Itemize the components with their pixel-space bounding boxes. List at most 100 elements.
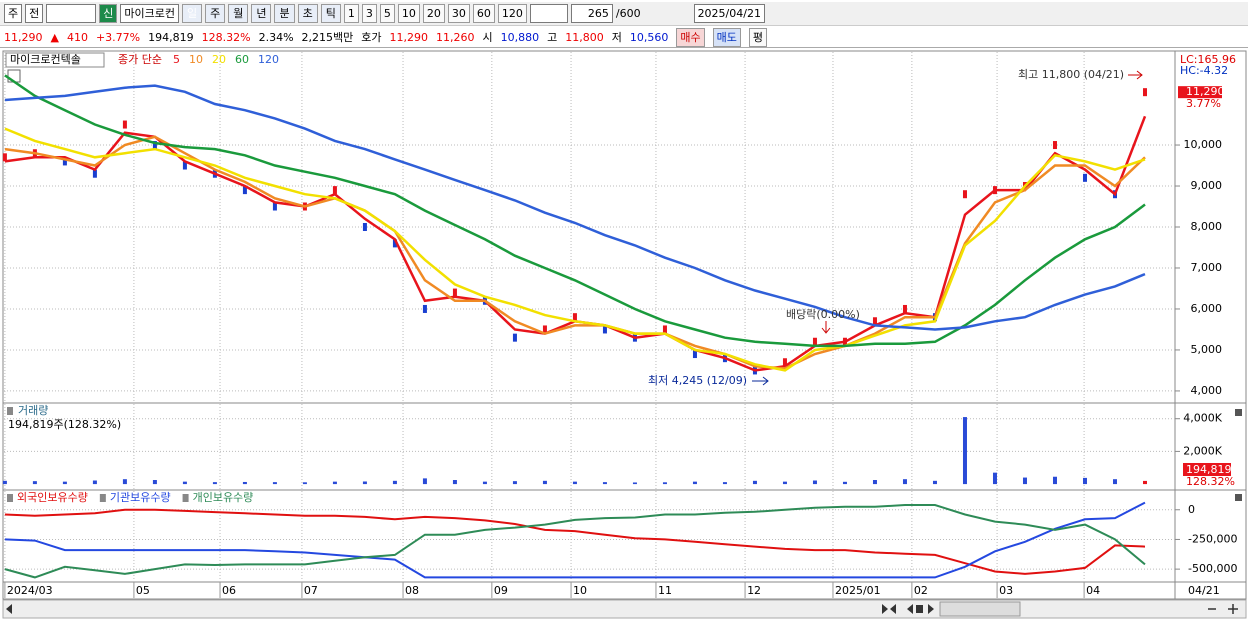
scroll-thumb[interactable] bbox=[939, 601, 1021, 617]
code-input[interactable]: 098120 bbox=[46, 4, 97, 23]
step-button[interactable]: 3 bbox=[361, 4, 377, 23]
candle bbox=[812, 337, 817, 346]
lc-label: LC:165.96 bbox=[1180, 53, 1236, 66]
volume-bar bbox=[452, 480, 457, 485]
buy-button[interactable]: 매수 bbox=[676, 27, 705, 47]
info-quote-label: 호가 bbox=[361, 31, 382, 44]
x-tick-label: 2024/03 bbox=[7, 584, 53, 597]
y-tick-label: 10,000 bbox=[1184, 138, 1223, 151]
interval-tab[interactable]: 초 bbox=[297, 4, 318, 23]
sell-button[interactable]: 매도 bbox=[712, 27, 741, 47]
last-price-label: 11,290 bbox=[1186, 85, 1225, 98]
step-button[interactable]: 60 bbox=[472, 4, 495, 23]
info-arrow: ▲ bbox=[50, 30, 59, 44]
panel-close[interactable] bbox=[1235, 409, 1242, 416]
candle bbox=[512, 333, 517, 342]
new-badge[interactable]: 신 bbox=[99, 4, 118, 23]
legend-title: 마이크로컨텍솔 bbox=[10, 53, 81, 66]
series-line bbox=[4, 84, 1146, 331]
y-tick-label: 4,000K bbox=[1183, 412, 1222, 425]
count-input[interactable]: 265 bbox=[570, 4, 613, 23]
x-tick-label: 05 bbox=[136, 584, 150, 597]
volume-bar bbox=[482, 481, 487, 485]
candle bbox=[272, 202, 277, 211]
step-button[interactable]: 30 bbox=[447, 4, 470, 23]
volume-bar bbox=[632, 482, 637, 485]
candle bbox=[692, 350, 697, 359]
zoom-controls[interactable] bbox=[1208, 604, 1238, 614]
info-rate: +3.77% bbox=[95, 30, 141, 44]
candle bbox=[872, 317, 877, 326]
volume-last-box bbox=[1183, 463, 1231, 476]
scroll-left[interactable] bbox=[6, 604, 12, 614]
volume-bar bbox=[902, 479, 907, 485]
step-button[interactable]: 10 bbox=[397, 4, 420, 23]
step-button[interactable]: 5 bbox=[379, 4, 395, 23]
scrollbar[interactable] bbox=[2, 599, 1247, 619]
info-ask: 11,290 bbox=[389, 30, 429, 44]
info-high-label: 고 bbox=[547, 31, 558, 44]
interval-tab[interactable]: 년 bbox=[251, 4, 272, 23]
candle bbox=[392, 239, 397, 248]
info-volume: 194,819 bbox=[148, 30, 194, 44]
x-tick-label: 08 bbox=[405, 584, 419, 597]
market-select[interactable]: 전 bbox=[25, 4, 44, 23]
legend-marker bbox=[7, 494, 13, 502]
annotation-dividend: 배당락(0.00%) bbox=[786, 308, 860, 321]
candle bbox=[92, 169, 97, 178]
step-button[interactable]: 120 bbox=[497, 4, 527, 23]
volume-bar bbox=[992, 472, 997, 485]
interval-tab[interactable]: 일 bbox=[181, 4, 203, 23]
y-tick-label: 4,000 bbox=[1191, 384, 1223, 397]
interval-tab[interactable]: 분 bbox=[274, 4, 295, 23]
playback-controls[interactable] bbox=[882, 604, 934, 614]
x-tick-label: 06 bbox=[222, 584, 236, 597]
volume-bar bbox=[782, 481, 787, 485]
candle bbox=[242, 186, 247, 195]
legend-box bbox=[5, 52, 105, 68]
legend-item: 개인보유수량 bbox=[193, 491, 254, 504]
step-button[interactable]: 20 bbox=[422, 4, 445, 23]
annotation-arrow bbox=[1128, 70, 1143, 80]
interval-tab[interactable]: 주 bbox=[205, 4, 226, 23]
volume-subtitle: 194,819주(128.32%) bbox=[8, 418, 121, 431]
candle bbox=[962, 190, 967, 199]
volume-last-label: 194,819 bbox=[1186, 463, 1232, 476]
interval-tab[interactable]: 월 bbox=[228, 4, 249, 23]
volume-bar bbox=[662, 482, 667, 485]
series-line bbox=[4, 127, 1146, 372]
legend-item: 10 bbox=[189, 53, 203, 66]
legend-item: 5 bbox=[173, 53, 180, 66]
avg-button[interactable]: 평 bbox=[748, 27, 768, 47]
period-select[interactable]: 주 bbox=[4, 4, 23, 23]
candle bbox=[62, 157, 67, 166]
x-tick-label: 03 bbox=[999, 584, 1013, 597]
candle bbox=[1082, 173, 1087, 182]
interval-tab[interactable]: 틱 bbox=[320, 4, 341, 23]
legend-marker bbox=[182, 494, 189, 502]
candle bbox=[422, 304, 427, 313]
volume-bar bbox=[1082, 477, 1087, 485]
stock-name[interactable]: 마이크로컨 bbox=[120, 4, 179, 23]
volume-bar bbox=[2, 480, 7, 485]
info-low-label: 저 bbox=[611, 31, 622, 44]
x-tick-label: 09 bbox=[494, 584, 508, 597]
date-input[interactable]: 2025/04/21 bbox=[693, 4, 765, 23]
volume-bar bbox=[812, 480, 817, 485]
volume-bar bbox=[1022, 477, 1027, 485]
volume-bar bbox=[722, 482, 727, 485]
step-button[interactable]: 1 bbox=[343, 4, 359, 23]
panel-close[interactable] bbox=[1235, 494, 1242, 501]
volume-bar bbox=[542, 480, 547, 485]
candle bbox=[902, 304, 907, 313]
info-open-label: 시 bbox=[482, 31, 493, 44]
x-tick-label: 2025/01 bbox=[835, 584, 881, 597]
y-tick-label: 6,000 bbox=[1191, 302, 1223, 315]
annotation-arrow bbox=[752, 376, 769, 386]
candle bbox=[122, 120, 127, 129]
volume-bar bbox=[62, 481, 67, 485]
legend-item: 20 bbox=[212, 53, 226, 66]
hc-label: HC:-4.32 bbox=[1180, 64, 1228, 77]
